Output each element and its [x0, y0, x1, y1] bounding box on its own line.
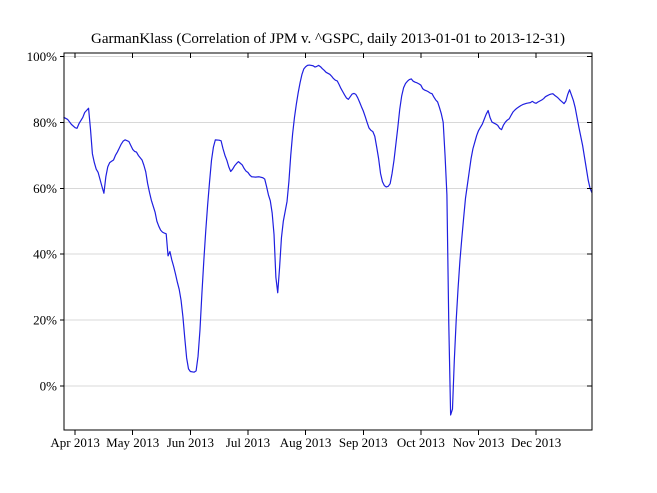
gridlines [64, 56, 592, 387]
x-tick-label: Dec 2013 [511, 435, 561, 450]
axes [60, 52, 593, 435]
x-tick-label: Jun 2013 [167, 435, 214, 450]
x-tick-label: Sep 2013 [339, 435, 388, 450]
x-tick-label: May 2013 [106, 435, 159, 450]
y-tick-label: 40% [33, 247, 57, 262]
y-tick-label: 20% [33, 313, 57, 328]
chart-title: GarmanKlass (Correlation of JPM v. ^GSPC… [91, 31, 565, 47]
x-tick-label: Oct 2013 [397, 435, 445, 450]
plot-border [63, 52, 593, 431]
y-tick-label: 100% [27, 49, 58, 64]
x-tick-label: Aug 2013 [280, 435, 332, 450]
data-line-layer [63, 64, 593, 416]
y-tick-label: 80% [33, 115, 57, 130]
correlation-line [63, 64, 593, 416]
y-tick-label: 0% [40, 379, 58, 394]
x-tick-label: Nov 2013 [453, 435, 505, 450]
x-tick-label: Apr 2013 [50, 435, 99, 450]
x-tick-label: Jul 2013 [226, 435, 270, 450]
axis-labels: 100% 80% 60% 40% 20% 0% Apr 2013 May 2013 Jun 20… [27, 49, 562, 450]
y-tick-label: 60% [33, 181, 57, 196]
